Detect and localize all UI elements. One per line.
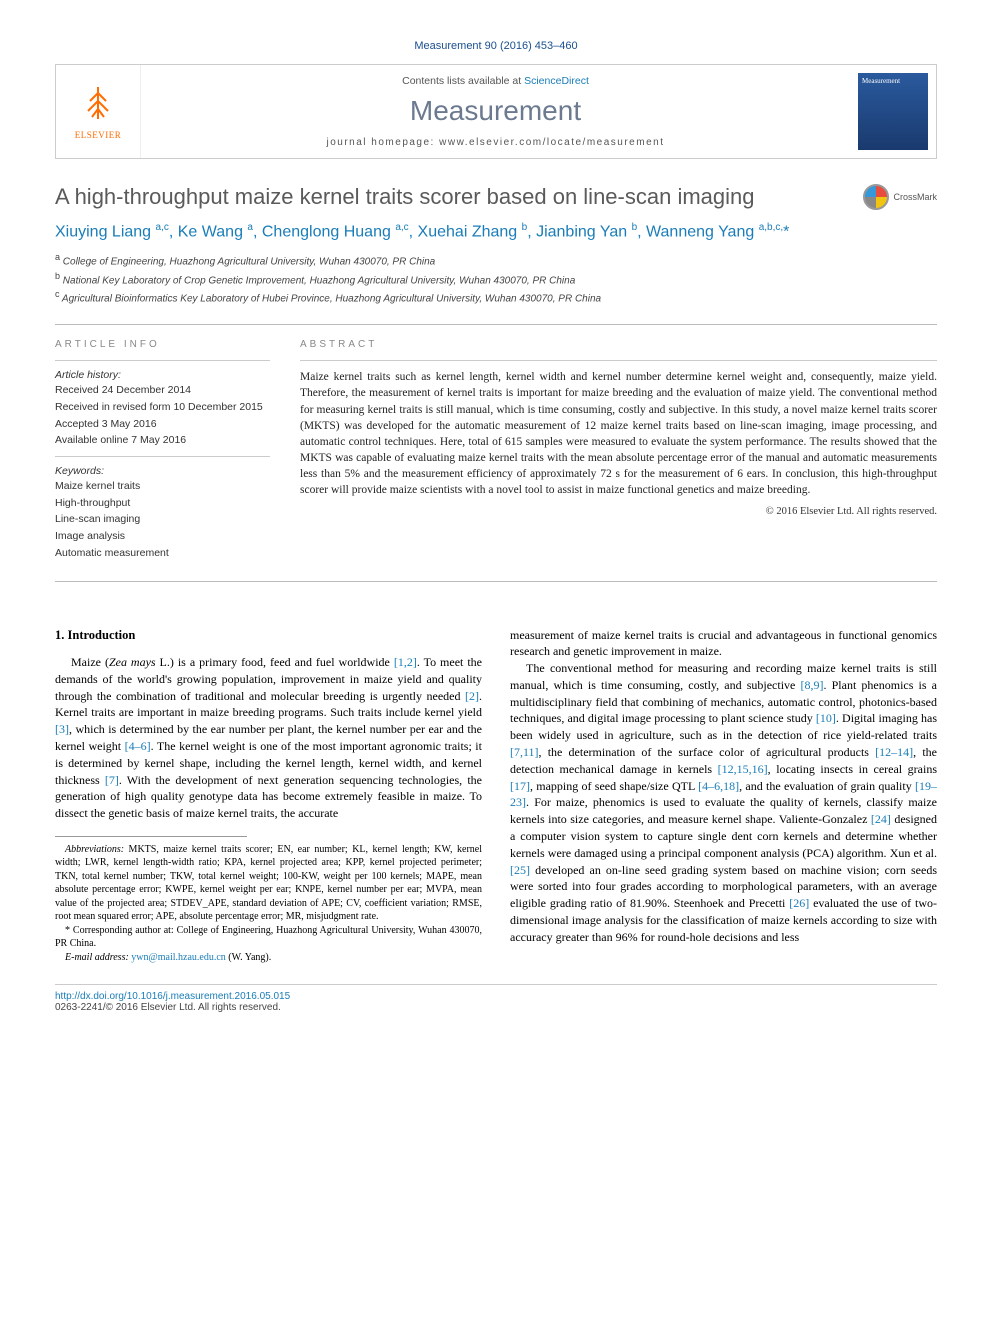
abbreviations-footnote: Abbreviations: MKTS, maize kernel traits… (55, 843, 482, 924)
intro-para-left: Maize (Zea mays L.) is a primary food, f… (55, 654, 482, 822)
abbrev-text: MKTS, maize kernel traits scorer; EN, ea… (55, 844, 482, 923)
corr-text: Corresponding author at: College of Engi… (55, 925, 482, 950)
page-footer: http://dx.doi.org/10.1016/j.measurement.… (55, 984, 937, 1013)
abstract-heading: ABSTRACT (300, 339, 937, 350)
crossmark-icon (863, 184, 889, 210)
journal-name: Measurement (151, 95, 840, 127)
keyword-2: High-throughput (55, 496, 270, 511)
abstract-divider (300, 360, 937, 361)
info-divider-1 (55, 360, 270, 361)
introduction-heading: 1. Introduction (55, 627, 482, 645)
homepage-prefix: journal homepage: (327, 137, 440, 148)
divider-bottom (55, 581, 937, 582)
email-footnote: E-mail address: ywn@mail.hzau.edu.cn (W.… (55, 951, 482, 965)
issn-copyright: 0263-2241/© 2016 Elsevier Ltd. All right… (55, 1002, 281, 1013)
history-accepted: Accepted 3 May 2016 (55, 417, 270, 432)
journal-header: ELSEVIER Contents lists available at Sci… (55, 64, 937, 159)
sciencedirect-link[interactable]: ScienceDirect (524, 75, 589, 87)
article-info-heading: ARTICLE INFO (55, 339, 270, 350)
intro-para-right-1: measurement of maize kernel traits is cr… (510, 627, 937, 661)
journal-reference: Measurement 90 (2016) 453–460 (55, 40, 937, 52)
history-revised: Received in revised form 10 December 201… (55, 400, 270, 415)
article-info-column: ARTICLE INFO Article history: Received 2… (55, 339, 270, 562)
keywords-head: Keywords: (55, 465, 270, 477)
article-title: A high-throughput maize kernel traits sc… (55, 184, 843, 210)
email-suffix: (W. Yang). (226, 952, 271, 963)
elsevier-text: ELSEVIER (75, 130, 122, 140)
journal-homepage: journal homepage: www.elsevier.com/locat… (151, 137, 840, 148)
cover-label: Measurement (862, 77, 924, 85)
history-online: Available online 7 May 2016 (55, 433, 270, 448)
crossmark-label: CrossMark (893, 192, 937, 202)
journal-cover-thumbnail[interactable]: Measurement (858, 73, 928, 150)
contents-available-line: Contents lists available at ScienceDirec… (151, 75, 840, 87)
authors-list: Xiuying Liang a,c, Ke Wang a, Chenglong … (55, 222, 937, 241)
abstract-column: ABSTRACT Maize kernel traits such as ker… (300, 339, 937, 562)
homepage-url[interactable]: www.elsevier.com/locate/measurement (439, 137, 664, 148)
info-divider-2 (55, 456, 270, 457)
header-center: Contents lists available at ScienceDirec… (141, 65, 850, 158)
elsevier-logo[interactable]: ELSEVIER (56, 65, 141, 158)
corresponding-author-footnote: * Corresponding author at: College of En… (55, 924, 482, 951)
affiliations: a College of Engineering, Huazhong Agric… (55, 251, 937, 306)
email-label: E-mail address: (65, 952, 129, 963)
elsevier-tree-icon (78, 83, 118, 128)
article-history-head: Article history: (55, 369, 270, 381)
body-left-column: 1. Introduction Maize (Zea mays L.) is a… (55, 627, 482, 965)
crossmark-badge[interactable]: CrossMark (863, 184, 937, 210)
affiliation-a: a College of Engineering, Huazhong Agric… (55, 251, 937, 269)
keyword-4: Image analysis (55, 529, 270, 544)
abstract-copyright: © 2016 Elsevier Ltd. All rights reserved… (300, 506, 937, 517)
doi-link[interactable]: http://dx.doi.org/10.1016/j.measurement.… (55, 991, 290, 1002)
keyword-1: Maize kernel traits (55, 479, 270, 494)
body-right-column: measurement of maize kernel traits is cr… (510, 627, 937, 965)
keyword-3: Line-scan imaging (55, 512, 270, 527)
keyword-5: Automatic measurement (55, 546, 270, 561)
abbrev-label: Abbreviations: (65, 844, 124, 855)
footnote-divider (55, 836, 247, 837)
affiliation-b: b National Key Laboratory of Crop Geneti… (55, 270, 937, 288)
history-received: Received 24 December 2014 (55, 383, 270, 398)
email-link[interactable]: ywn@mail.hzau.edu.cn (131, 952, 225, 963)
abstract-text: Maize kernel traits such as kernel lengt… (300, 369, 937, 498)
contents-prefix: Contents lists available at (402, 75, 524, 87)
intro-para-right-2: The conventional method for measuring an… (510, 660, 937, 946)
affiliation-c: c Agricultural Bioinformatics Key Labora… (55, 288, 937, 306)
